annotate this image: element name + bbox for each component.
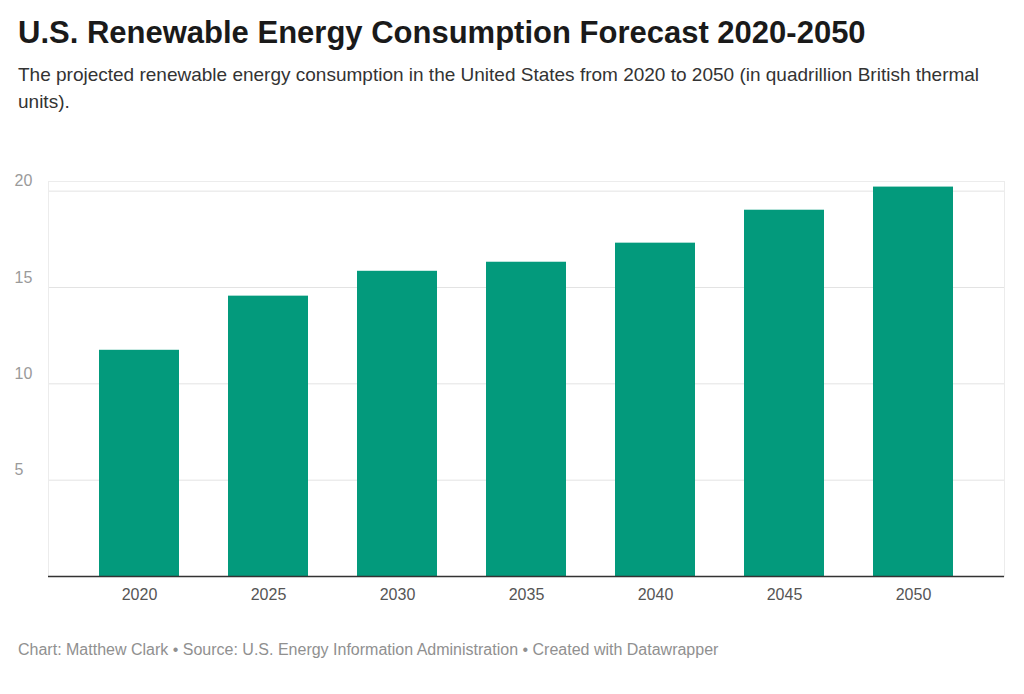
html-text:Chart: Matthew Clark • Source:: Chart: Matthew Clark • Source: U.S. Ener… bbox=[18, 641, 719, 658]
svg-text:2035: 2035 bbox=[509, 586, 545, 603]
html-text:U.S. Renewable Energy Consumpt: U.S. Renewable Energy Consumption Foreca… bbox=[18, 15, 866, 50]
svg-text:2020: 2020 bbox=[122, 586, 158, 603]
svg-text:2030: 2030 bbox=[380, 586, 416, 603]
svg-text:20: 20 bbox=[15, 172, 33, 189]
svg-text:15: 15 bbox=[15, 269, 33, 286]
svg-text:2045: 2045 bbox=[767, 586, 803, 603]
svg-text:10: 10 bbox=[15, 365, 33, 382]
svg-text:2025: 2025 bbox=[251, 586, 287, 603]
html-text:The projected renewable energy: The projected renewable energy consumpti… bbox=[18, 64, 980, 112]
svg-text:5: 5 bbox=[15, 461, 24, 478]
svg-text:2040: 2040 bbox=[638, 586, 674, 603]
svg-text:2050: 2050 bbox=[896, 586, 932, 603]
